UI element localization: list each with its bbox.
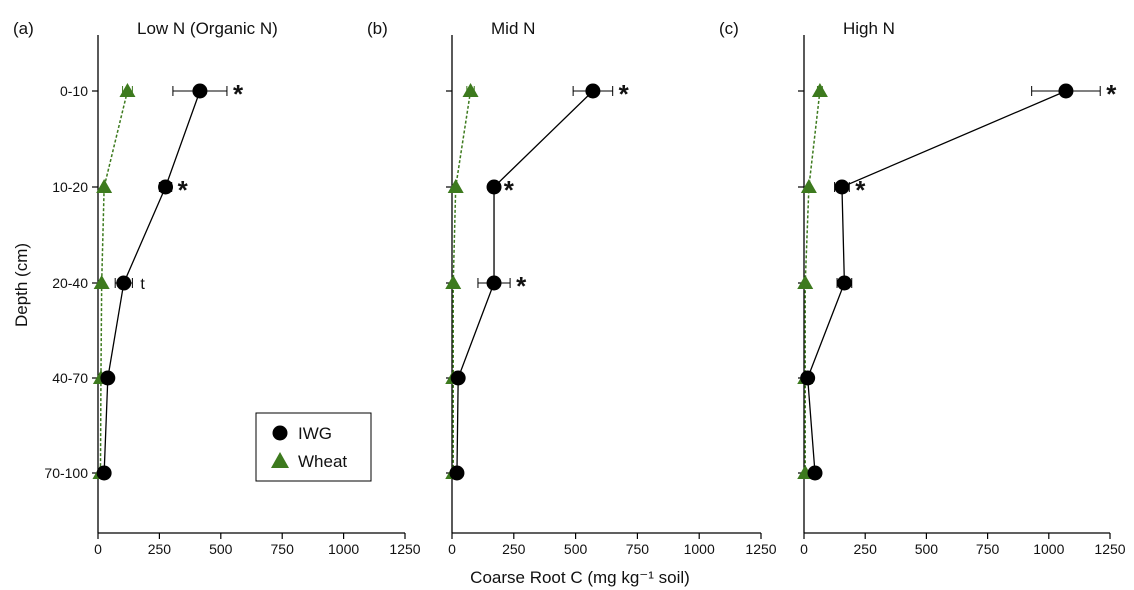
- significance-marker: *: [178, 175, 189, 205]
- iwg-point: [158, 179, 174, 195]
- panel-title: High N: [843, 19, 895, 38]
- x-tick-label: 0: [94, 541, 102, 557]
- iwg-point: [450, 370, 466, 386]
- iwg-point: [96, 465, 112, 481]
- x-tick-label: 1000: [1033, 541, 1064, 557]
- x-tick-label: 0: [800, 541, 808, 557]
- x-tick-label: 500: [915, 541, 939, 557]
- x-tick-label: 250: [148, 541, 172, 557]
- x-tick-label: 500: [209, 541, 233, 557]
- x-tick-label: 1250: [745, 541, 776, 557]
- legend-iwg-label: IWG: [298, 424, 332, 443]
- legend-wheat-label: Wheat: [298, 452, 347, 471]
- panel-title: Mid N: [491, 19, 535, 38]
- panel-label: (c): [719, 19, 739, 38]
- iwg-point: [585, 83, 601, 99]
- x-tick-label: 0: [448, 541, 456, 557]
- x-tick-label: 1000: [684, 541, 715, 557]
- panel-title: Low N (Organic N): [137, 19, 278, 38]
- series-line-wheat: [99, 90, 129, 474]
- significance-marker: t: [140, 276, 145, 293]
- iwg-point: [449, 465, 465, 481]
- significance-marker: *: [619, 79, 630, 109]
- wheat-point: [447, 179, 464, 193]
- legend-wheat-marker: [271, 452, 289, 468]
- iwg-point: [116, 275, 132, 291]
- iwg-point: [800, 370, 816, 386]
- x-axis-label: Coarse Root C (mg kg⁻¹ soil): [470, 568, 690, 587]
- x-tick-label: 250: [502, 541, 526, 557]
- legend-box: [255, 412, 372, 482]
- panel-label: (a): [13, 19, 34, 38]
- iwg-point: [486, 275, 502, 291]
- iwg-point: [100, 370, 116, 386]
- significance-marker: *: [1106, 79, 1117, 109]
- x-tick-label: 1250: [1094, 541, 1125, 557]
- x-tick-label: 1000: [328, 541, 359, 557]
- y-tick-label: 70-100: [44, 465, 88, 481]
- wheat-point: [445, 275, 462, 289]
- iwg-point: [834, 179, 850, 195]
- y-axis-label: Depth (cm): [12, 243, 31, 327]
- iwg-point: [192, 83, 208, 99]
- wheat-point: [800, 179, 817, 193]
- wheat-point: [96, 179, 113, 193]
- wheat-point: [119, 83, 136, 97]
- iwg-point: [807, 465, 823, 481]
- y-tick-label: 40-70: [52, 370, 88, 386]
- significance-marker: *: [504, 175, 515, 205]
- x-tick-label: 500: [564, 541, 588, 557]
- iwg-point: [1058, 83, 1074, 99]
- iwg-point: [836, 275, 852, 291]
- wheat-point: [797, 275, 814, 289]
- x-tick-label: 750: [976, 541, 1000, 557]
- wheat-point: [93, 275, 110, 289]
- x-tick-label: 250: [854, 541, 878, 557]
- y-tick-label: 10-20: [52, 179, 88, 195]
- x-tick-label: 750: [271, 541, 295, 557]
- x-tick-label: 1250: [389, 541, 420, 557]
- significance-marker: *: [855, 175, 866, 205]
- wheat-point: [811, 83, 828, 97]
- wheat-point: [462, 83, 479, 97]
- y-tick-label: 20-40: [52, 275, 88, 291]
- x-tick-label: 750: [626, 541, 650, 557]
- significance-marker: *: [233, 79, 244, 109]
- significance-marker: *: [516, 271, 527, 301]
- legend-iwg-marker: [272, 425, 288, 441]
- iwg-point: [486, 179, 502, 195]
- y-tick-label: 0-10: [60, 83, 88, 99]
- panel-label: (b): [367, 19, 388, 38]
